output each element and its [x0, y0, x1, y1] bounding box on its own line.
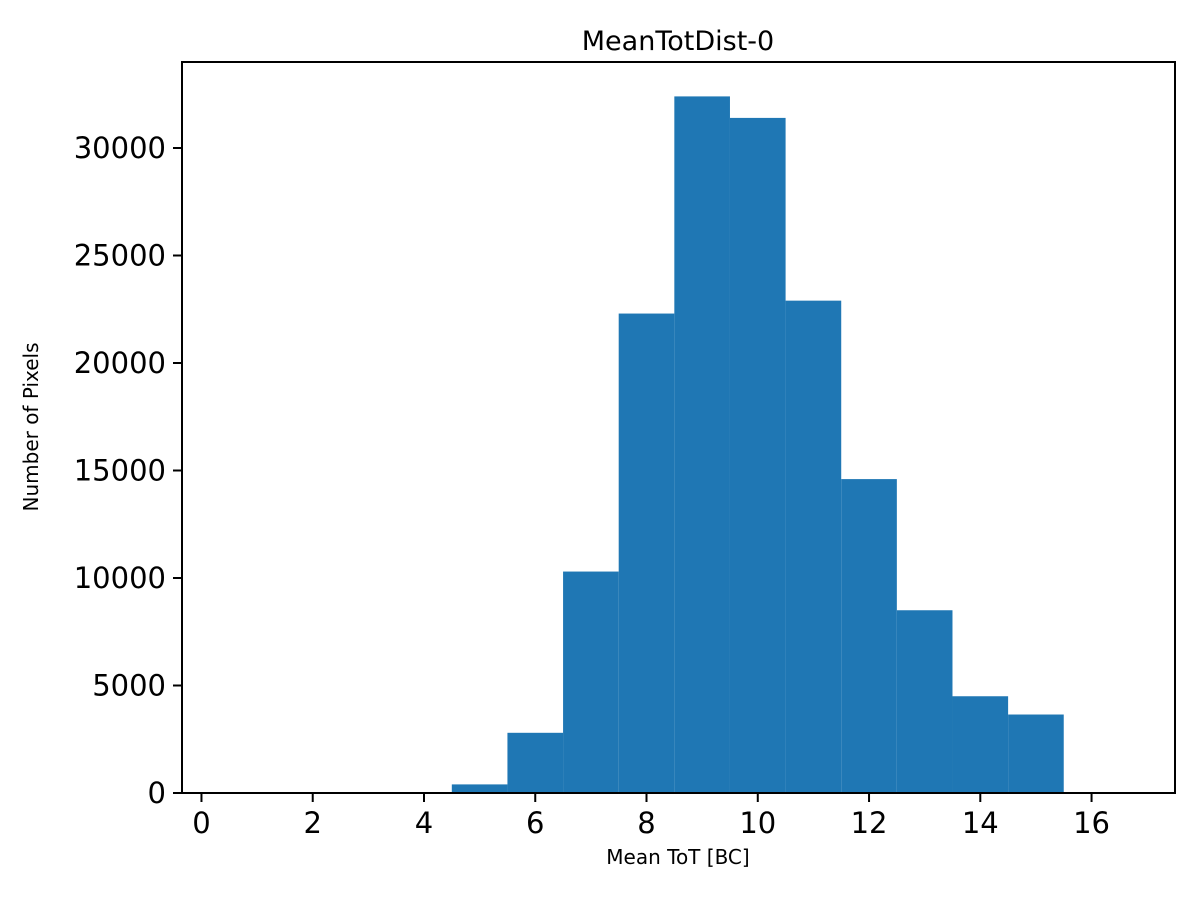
x-tick-label: 2: [304, 806, 322, 840]
y-tick-label: 0: [148, 776, 166, 810]
x-tick-label: 14: [962, 806, 999, 840]
histogram-bar: [896, 610, 953, 793]
x-tick-label: 8: [637, 806, 655, 840]
y-tick-label: 20000: [74, 346, 166, 380]
chart-title: MeanTotDist-0: [582, 26, 774, 57]
y-tick-label: 15000: [74, 454, 166, 488]
x-tick-label: 12: [851, 806, 888, 840]
bars-layer: [396, 96, 1064, 793]
y-axis-label: Number of Pixels: [19, 342, 43, 511]
x-tick-label: 0: [192, 806, 210, 840]
axes-layer: 0 2 4 6 8 10 12 14 16 0 5000 10000 15000 20000 25000 30…: [74, 61, 1176, 840]
y-tick-label: 5000: [92, 669, 166, 703]
histogram-bar: [1008, 714, 1064, 793]
x-axis-label: Mean ToT [BC]: [606, 845, 749, 869]
y-tick-label: 10000: [74, 561, 166, 595]
histogram-bar: [729, 117, 786, 793]
histogram-bar: [563, 571, 619, 793]
histogram-bar: [785, 300, 842, 793]
x-tick-label: 16: [1073, 806, 1110, 840]
histogram-bar: [507, 732, 564, 793]
y-tick-label: 25000: [74, 239, 166, 273]
y-tick-label: 30000: [74, 131, 166, 165]
histogram-bar: [841, 479, 897, 793]
plot-border: [181, 61, 1176, 794]
x-tick-label: 4: [415, 806, 433, 840]
histogram-bar: [952, 696, 1009, 793]
histogram-bar: [674, 96, 730, 793]
x-tick-label: 10: [739, 806, 776, 840]
histogram-bar: [451, 784, 508, 793]
histogram-bar: [618, 313, 675, 793]
x-tick-label: 6: [526, 806, 544, 840]
